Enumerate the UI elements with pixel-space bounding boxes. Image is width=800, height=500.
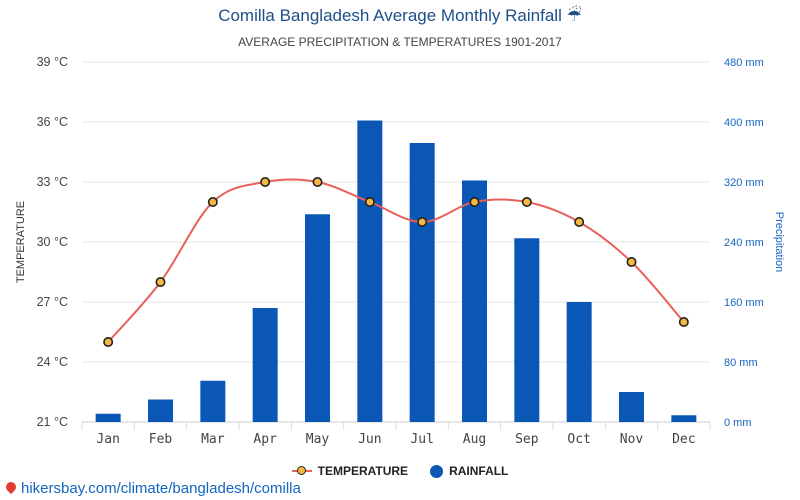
left-tick-label: 27 °C — [37, 295, 68, 309]
location-pin-icon — [3, 479, 19, 495]
rainfall-bar[interactable] — [148, 399, 173, 423]
temperature-point[interactable] — [469, 197, 480, 208]
x-tick-label: Feb — [149, 432, 173, 447]
rainfall-bar[interactable] — [200, 380, 226, 422]
x-axis-ticks: Jan Feb Mar Apr May Jun Jul Aug Sep Oct Nov Dec — [96, 432, 695, 447]
left-tick-label: 21 °C — [37, 415, 68, 429]
temperature-point[interactable] — [417, 217, 428, 228]
rainfall-bar[interactable] — [462, 180, 487, 423]
x-tick-label: Apr — [253, 432, 277, 447]
temperature-curve — [107, 178, 685, 343]
chart-title: Comilla Bangladesh Average Monthly Rainf… — [218, 6, 582, 25]
rainfall-bar[interactable] — [409, 143, 435, 422]
temperature-point[interactable] — [260, 177, 271, 188]
x-tick-label: Jan — [96, 432, 119, 447]
chart-plot: 21 °C 24 °C 27 °C 30 °C 33 °C 36 °C 39 °C 0 mm… — [15, 55, 785, 447]
temperature-point[interactable] — [364, 197, 375, 208]
rainfall-bars — [95, 120, 697, 423]
right-tick-label: 240 mm — [724, 237, 764, 249]
x-tick-label: Sep — [515, 432, 539, 447]
temperature-point[interactable] — [574, 217, 585, 228]
chart-subtitle: AVERAGE PRECIPITATION & TEMPERATURES 190… — [238, 35, 562, 49]
temperature-point[interactable] — [626, 256, 637, 267]
left-axis-title: TEMPERATURE — [15, 201, 27, 283]
legend-rainfall[interactable]: RAINFALL — [430, 464, 508, 478]
left-tick-label: 24 °C — [37, 355, 68, 369]
left-tick-label: 39 °C — [37, 55, 68, 69]
temperature-point[interactable] — [103, 336, 114, 347]
rainfall-bar[interactable] — [252, 308, 278, 422]
temperature-point[interactable] — [521, 197, 532, 208]
right-tick-label: 320 mm — [724, 177, 764, 189]
rainfall-bar[interactable] — [514, 238, 540, 422]
temperature-line — [103, 177, 689, 347]
x-tick-label: Aug — [463, 432, 486, 447]
x-tick-label: Dec — [672, 432, 695, 447]
legend-rainfall-label: RAINFALL — [449, 464, 509, 478]
legend-temperature[interactable]: TEMPERATURE — [291, 464, 409, 478]
right-tick-label: 480 mm — [724, 57, 764, 69]
legend: TEMPERATURE RAINFALL — [0, 464, 800, 478]
left-tick-label: 33 °C — [37, 175, 68, 189]
x-tick-label: Jul — [410, 432, 433, 447]
left-axis-ticks: 21 °C 24 °C 27 °C 30 °C 33 °C 36 °C 39 °C — [37, 55, 68, 429]
temperature-line-icon — [291, 466, 312, 475]
temperature-point[interactable] — [312, 177, 323, 188]
rainfall-dot-icon — [430, 464, 444, 478]
temperature-point[interactable] — [678, 316, 689, 327]
legend-temperature-label: TEMPERATURE — [317, 464, 409, 478]
x-tick-label: Mar — [201, 432, 225, 447]
right-tick-label: 0 mm — [724, 417, 752, 429]
left-tick-label: 36 °C — [37, 115, 68, 129]
x-tick-label: Jun — [358, 432, 381, 447]
rainfall-bar[interactable] — [619, 392, 644, 422]
right-tick-label: 160 mm — [724, 297, 764, 309]
x-tick-label: Nov — [620, 432, 644, 447]
rainfall-bar[interactable] — [95, 413, 121, 422]
x-tick-label: Oct — [567, 432, 590, 447]
right-tick-label: 400 mm — [724, 117, 764, 129]
rainfall-bar[interactable] — [305, 214, 330, 422]
source-link-text: hikersbay.com/climate/bangladesh/comilla — [21, 480, 301, 497]
x-tick-label: May — [306, 432, 330, 447]
left-tick-label: 30 °C — [37, 235, 68, 249]
right-tick-label: 80 mm — [724, 357, 758, 369]
right-axis-title: Precipitation — [773, 212, 785, 273]
temperature-point[interactable] — [155, 276, 166, 287]
temperature-point[interactable] — [207, 197, 218, 208]
grid-lines — [81, 61, 711, 430]
rainfall-bar[interactable] — [671, 415, 697, 422]
rainfall-bar[interactable] — [566, 302, 592, 422]
rainfall-bar[interactable] — [357, 120, 383, 423]
source-link[interactable]: hikersbay.com/climate/bangladesh/comilla — [3, 479, 301, 497]
right-axis-ticks: 0 mm 80 mm 160 mm 240 mm 320 mm 400 mm 480 mm — [724, 57, 764, 429]
